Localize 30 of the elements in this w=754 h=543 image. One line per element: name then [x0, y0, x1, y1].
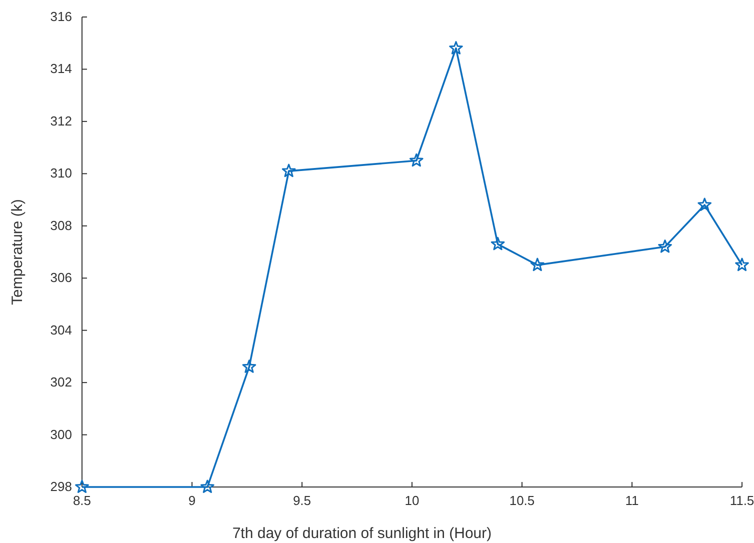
y-tick-label: 312: [50, 113, 72, 128]
point: [449, 41, 463, 54]
point: [530, 258, 544, 272]
x-tick-label: 10.5: [509, 493, 535, 508]
point: [698, 198, 712, 212]
point: [282, 164, 296, 178]
y-tick-label: 298: [50, 479, 72, 494]
y-axis-title: Temperature (k): [9, 199, 26, 305]
y-tick-label: 316: [50, 9, 72, 24]
point: [409, 153, 424, 167]
y-tick-label: 302: [50, 374, 72, 390]
y-tick-label: 310: [50, 166, 72, 181]
point: [200, 480, 214, 494]
x-tick-label: 11: [625, 493, 639, 508]
point: [75, 480, 89, 494]
point: [658, 240, 672, 253]
x-axis-title: 7th day of duration of sunlight in (Hour): [232, 525, 492, 542]
x-tick-label: 9.5: [292, 493, 312, 508]
x-tick-label: 9: [188, 493, 196, 508]
point: [242, 360, 256, 373]
y-tick-label: 308: [50, 218, 72, 233]
y-tick-label: 300: [50, 426, 72, 442]
point: [735, 258, 749, 272]
point: [490, 236, 505, 250]
x-tick-label: 8.5: [72, 493, 92, 508]
x-tick-label: 10: [404, 493, 420, 508]
y-tick-label: 314: [50, 61, 72, 76]
y-tick-label: 304: [50, 322, 72, 338]
x-tick-label: 11.5: [730, 493, 754, 508]
y-tick-label: 306: [50, 270, 72, 286]
